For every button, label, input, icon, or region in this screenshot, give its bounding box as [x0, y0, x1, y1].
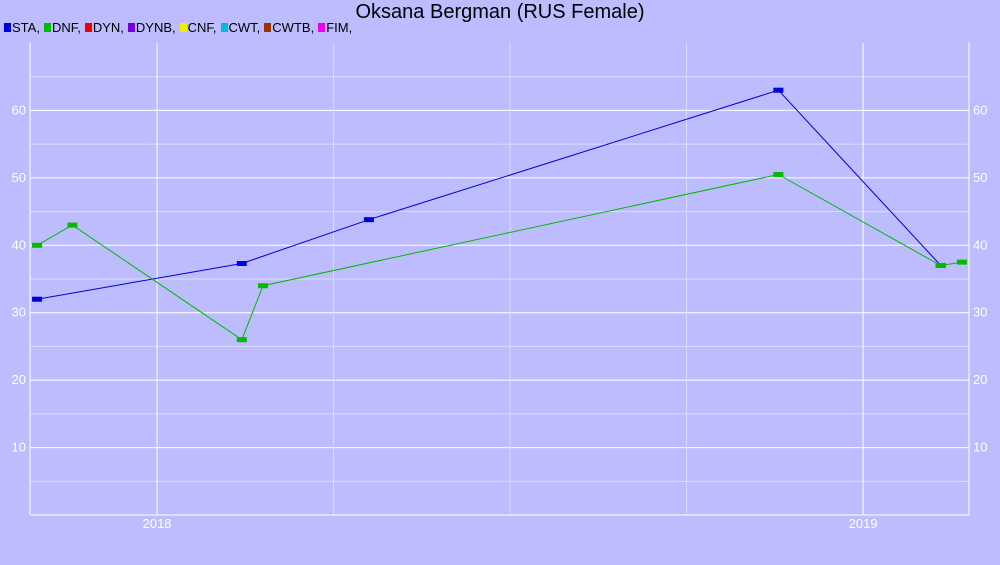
axes — [29, 42, 970, 516]
legend: STA, DNF, DYN, DYNB, CNF, CWT, CWTB, FIM, — [4, 20, 356, 35]
data-point-sta — [236, 260, 247, 266]
y-tick-label-right: 40 — [973, 237, 987, 252]
series-line-dnf — [36, 173, 963, 341]
legend-item-sta: STA, — [4, 20, 40, 35]
legend-label: CWT, — [228, 20, 261, 35]
tick-labels: 10 10 20 20 30 30 40 40 50 50 60 60 2018 2019 — [12, 102, 988, 531]
legend-label: CNF, — [187, 20, 217, 35]
legend-swatch — [127, 23, 135, 32]
legend-item-dnf: DNF, — [43, 20, 81, 35]
y-tick-label-left: 20 — [12, 372, 26, 387]
data-point-dnf — [32, 242, 43, 248]
series-line-sta — [36, 89, 942, 300]
data-point-dnf — [935, 263, 946, 269]
x-tick-label: 2019 — [849, 516, 878, 531]
legend-swatch — [43, 23, 51, 32]
y-tick-label-right: 60 — [973, 102, 987, 117]
y-tick-label-right: 30 — [973, 305, 987, 320]
legend-label: DYN, — [92, 20, 124, 35]
data-point-dnf — [773, 171, 784, 177]
legend-swatch — [179, 23, 187, 32]
y-tick-label-right: 50 — [973, 170, 987, 185]
data-point-sta — [363, 217, 374, 223]
y-tick-label-left: 10 — [12, 440, 26, 455]
legend-label: CWTB, — [272, 20, 315, 35]
legend-item-dynb: DYNB, — [127, 20, 176, 35]
legend-swatch — [264, 23, 272, 32]
legend-swatch — [4, 23, 11, 32]
legend-label: FIM, — [326, 20, 353, 35]
legend-item-cnf: CNF, — [179, 20, 217, 35]
y-tick-label-right: 20 — [973, 372, 987, 387]
plot-area — [32, 87, 967, 343]
legend-item-dyn: DYN, — [84, 20, 124, 35]
legend-label: STA, — [12, 20, 40, 35]
x-tick-label: 2018 — [143, 516, 172, 531]
data-point-sta — [773, 87, 784, 93]
legend-item-cwt: CWT, — [220, 20, 261, 35]
legend-label: DNF, — [51, 20, 81, 35]
y-tick-label-left: 40 — [12, 237, 26, 252]
y-tick-label-left: 30 — [12, 305, 26, 320]
data-point-dnf — [956, 259, 967, 265]
legend-item-fim: FIM, — [318, 20, 352, 35]
data-point-dnf — [236, 337, 247, 343]
data-point-sta — [32, 296, 43, 302]
y-tick-label-left: 50 — [12, 170, 26, 185]
y-tick-label-right: 10 — [973, 440, 987, 455]
legend-label: DYNB, — [135, 20, 176, 35]
legend-swatch — [84, 23, 92, 32]
legend-swatch — [318, 23, 326, 32]
chart-title: Oksana Bergman (RUS Female) — [355, 1, 645, 23]
legend-swatch — [220, 23, 228, 32]
data-point-dnf — [67, 222, 78, 228]
data-point-dnf — [257, 283, 268, 289]
legend-item-cwtb: CWTB, — [264, 20, 314, 35]
y-tick-label-left: 60 — [12, 102, 26, 117]
grid — [30, 43, 969, 515]
